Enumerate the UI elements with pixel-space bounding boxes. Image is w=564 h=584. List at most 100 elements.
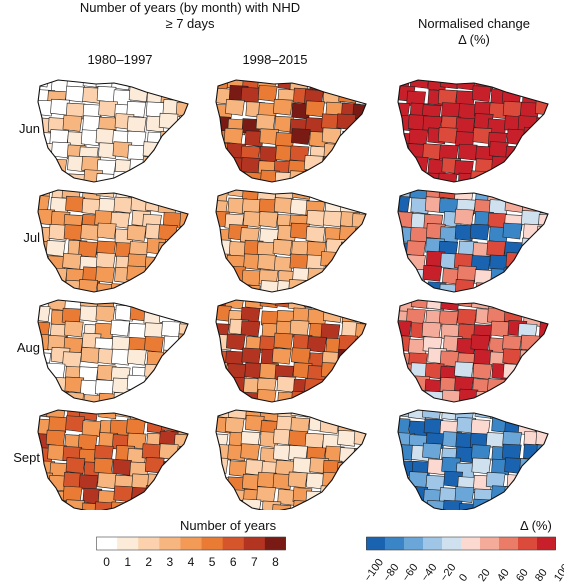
province-region — [521, 237, 541, 255]
province-region — [539, 389, 548, 402]
map-aug-col2 — [397, 299, 549, 403]
province-region — [534, 171, 548, 182]
province-region — [502, 80, 522, 93]
province-region — [536, 504, 548, 510]
province-region — [356, 131, 366, 149]
province-region — [95, 128, 116, 145]
map-grid — [37, 79, 549, 510]
province-region — [241, 498, 262, 510]
province-region — [160, 377, 181, 395]
province-region — [240, 443, 260, 461]
province-region — [255, 114, 276, 131]
peninsula-outline — [37, 79, 189, 183]
province-region — [354, 227, 366, 245]
province-region — [341, 130, 362, 148]
province-region — [63, 224, 84, 241]
province-region — [289, 253, 310, 271]
legend-swatch — [518, 537, 538, 550]
map-jun-col0 — [37, 79, 189, 183]
title-line-2: ≥ 7 days — [165, 16, 215, 31]
province-region — [216, 504, 230, 510]
row-label-jul: Jul — [23, 230, 40, 245]
province-region — [80, 129, 101, 147]
province-region — [176, 363, 188, 380]
province-region — [535, 86, 548, 104]
province-region — [49, 390, 70, 402]
province-region — [440, 80, 460, 90]
province-region — [65, 415, 85, 433]
province-region — [257, 254, 277, 271]
province-region — [398, 503, 411, 510]
province-region — [227, 392, 247, 402]
map-jun-col1 — [215, 79, 367, 183]
province-region — [226, 333, 246, 351]
province-region — [273, 98, 293, 116]
province-region — [519, 349, 539, 367]
province-region — [131, 486, 151, 504]
legend-swatch — [96, 537, 118, 550]
province-region — [224, 173, 245, 182]
province-region — [337, 430, 357, 447]
province-region — [536, 160, 548, 178]
province-region — [93, 457, 114, 475]
province-region — [179, 158, 188, 176]
province-region — [337, 392, 358, 402]
legend-swatch — [385, 537, 405, 550]
province-region — [146, 238, 167, 255]
peninsula-outline — [215, 189, 367, 293]
province-region — [352, 141, 366, 159]
province-region — [305, 490, 326, 508]
province-region — [126, 374, 147, 392]
legend-change-tick: 0 — [457, 571, 471, 584]
province-region — [323, 210, 343, 228]
map-sept-col2 — [397, 409, 549, 510]
province-region — [173, 270, 188, 287]
province-region — [259, 146, 279, 163]
province-region — [319, 485, 340, 503]
map-aug-col1 — [215, 299, 367, 403]
province-region — [179, 195, 188, 213]
province-region — [506, 474, 527, 491]
province-region — [338, 334, 359, 352]
province-region — [354, 118, 366, 135]
province-region — [178, 114, 188, 132]
province-region — [176, 236, 188, 254]
province-region — [64, 391, 85, 402]
province-region — [354, 393, 366, 402]
province-region — [161, 390, 182, 402]
peninsula-outline — [397, 299, 549, 403]
province-region — [520, 502, 540, 510]
province-region — [538, 240, 548, 258]
province-region — [178, 446, 188, 463]
province-region — [398, 375, 414, 393]
province-region — [158, 443, 179, 461]
province-region — [303, 170, 324, 182]
province-region — [398, 334, 411, 352]
province-region — [490, 320, 511, 338]
province-region — [521, 410, 542, 418]
province-region — [129, 389, 150, 402]
province-region — [536, 374, 548, 392]
province-region — [179, 171, 188, 182]
province-region — [62, 351, 82, 368]
province-region — [438, 283, 459, 292]
map-jul-col1 — [215, 189, 367, 293]
legend-change-ticks: −100 −80 −60 −40 −20 0 20 40 60 80 100 — [362, 553, 564, 584]
province-region — [441, 389, 462, 402]
province-region — [538, 472, 548, 490]
province-region — [398, 476, 410, 493]
province-region — [162, 461, 183, 478]
legend-swatch — [461, 537, 481, 550]
province-region — [216, 268, 232, 285]
map-aug-col0 — [37, 299, 189, 403]
province-region — [353, 461, 366, 479]
province-region — [158, 471, 179, 489]
province-region — [354, 503, 366, 510]
province-region — [502, 100, 523, 118]
legend-change-tick: −20 — [438, 561, 459, 584]
province-region — [146, 393, 167, 402]
province-region — [79, 305, 100, 323]
province-region — [306, 210, 327, 227]
province-region — [157, 410, 178, 421]
